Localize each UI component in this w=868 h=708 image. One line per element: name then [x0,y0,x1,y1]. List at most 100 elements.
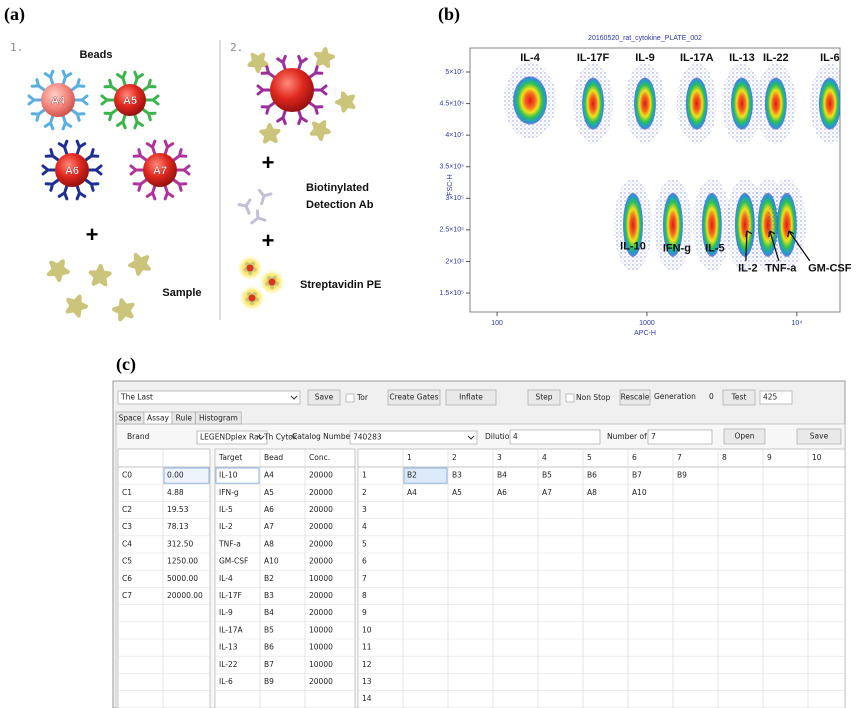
button-label: Test [731,393,747,402]
pe-core [247,265,254,272]
detection-label: Biotinylated [306,182,369,194]
column-header: 8 [722,453,727,462]
row-header: 10 [362,625,372,634]
checkbox[interactable] [346,394,354,402]
plus-sign: + [262,150,275,175]
row-header: 4 [362,522,367,531]
button-label: Rescale [621,393,650,402]
plate-cell: B3 [452,471,462,480]
bead-label: A5 [123,95,137,107]
population-label: TNF-a [765,263,797,275]
step-number: 2. [230,41,243,54]
button-label: Open [734,432,754,441]
target-cell: B2 [264,574,274,583]
standard-name: C5 [122,557,132,566]
dropdown-value: The Last [120,393,153,402]
population-label: IL-4 [520,52,540,64]
population [731,78,753,130]
population-label: IL-13 [729,52,755,64]
target-cell: IL-9 [219,608,233,617]
column-header: 2 [452,453,457,462]
bead-label: A6 [65,165,79,177]
button-label: Inflate [459,393,483,402]
target-cell: IL-6 [219,677,233,686]
standard-name: C4 [122,539,132,548]
row-header: 14 [362,694,372,703]
population-label: IL-10 [620,241,646,253]
button-label: Create Gates [389,393,438,402]
column-header: 6 [632,453,637,462]
column-header: Conc. [309,453,330,462]
target-cell: 10000 [309,574,333,583]
row-header: 8 [362,591,367,600]
field-label: Catalog Number [292,432,354,441]
row-header: 11 [362,643,372,652]
input-value: 7 [651,432,656,441]
target-cell: 10000 [309,625,333,634]
panel-label: (a) [4,4,25,25]
column-header: 1 [407,453,412,462]
row-header: 3 [362,505,367,514]
standard-name: C6 [122,574,132,583]
tab-label: Space [119,414,142,423]
standard-value: 78.13 [167,522,189,531]
plate-cell: B2 [407,471,417,480]
target-cell: B6 [264,643,274,652]
tab-label: Assay [147,414,170,423]
population [777,193,797,257]
pe-core [249,295,256,302]
bead [270,68,314,112]
plate-cell: A7 [542,488,552,497]
target-cell: IL-17F [219,591,242,600]
checkbox[interactable] [566,394,574,402]
y-tick-label: 4.5×10⁵ [439,100,464,107]
target-cell: IL-2 [219,522,233,531]
text-input[interactable] [648,430,712,444]
target-cell: IL-4 [219,574,233,583]
row-header: 1 [362,471,367,480]
plate-cell: A4 [407,488,417,497]
plate-cell: A6 [497,488,507,497]
target-cell: A5 [264,488,274,497]
column-header: Bead [264,453,283,462]
column-header: 7 [677,453,682,462]
target-cell: 20000 [309,522,333,531]
target-cell: 20000 [309,677,333,686]
standard-value: 19.53 [167,505,189,514]
target-cell: B5 [264,625,274,634]
y-tick-label: 3.5×10⁵ [439,164,464,171]
target-cell: A4 [264,471,274,480]
target-cell: IFN-g [219,488,239,497]
row-header: 9 [362,608,367,617]
row-header: 5 [362,539,367,548]
column-header: Target [218,453,242,462]
y-tick-label: 5×10⁵ [445,69,464,76]
target-cell: A10 [264,557,279,566]
target-cell: A7 [264,522,274,531]
checkbox-label: Non Stop [576,393,611,402]
population-label: IL-5 [705,243,725,255]
streptavidin-label: Streptavidin PE [300,279,381,291]
generation-value: 0 [709,392,714,401]
x-axis-label: APC-H [634,330,656,337]
target-cell: 20000 [309,539,333,548]
standard-value: 5000.00 [167,574,198,583]
step-number: 1. [10,41,23,54]
table [358,449,845,708]
dropdown-value: LEGENDplex Rat Th Cytok [200,433,298,442]
target-cell: IL-22 [219,660,238,669]
generation-label: Generation [654,392,696,401]
population [582,78,604,130]
standard-value: 1250.00 [167,557,198,566]
target-cell: 20000 [309,488,333,497]
target-cell: IL-5 [219,505,233,514]
target-cell: 10000 [309,643,333,652]
standard-value: 4.88 [167,488,184,497]
target-cell: 10000 [309,660,333,669]
plate-cell: B4 [497,471,507,480]
target-cell: B9 [264,677,274,686]
text-input[interactable] [510,430,600,444]
row-header: 6 [362,557,367,566]
figure: (a)1.2.BeadsA4A5A6A7+Sample+Biotinylated… [0,0,868,708]
tab-label: Histogram [199,414,238,423]
